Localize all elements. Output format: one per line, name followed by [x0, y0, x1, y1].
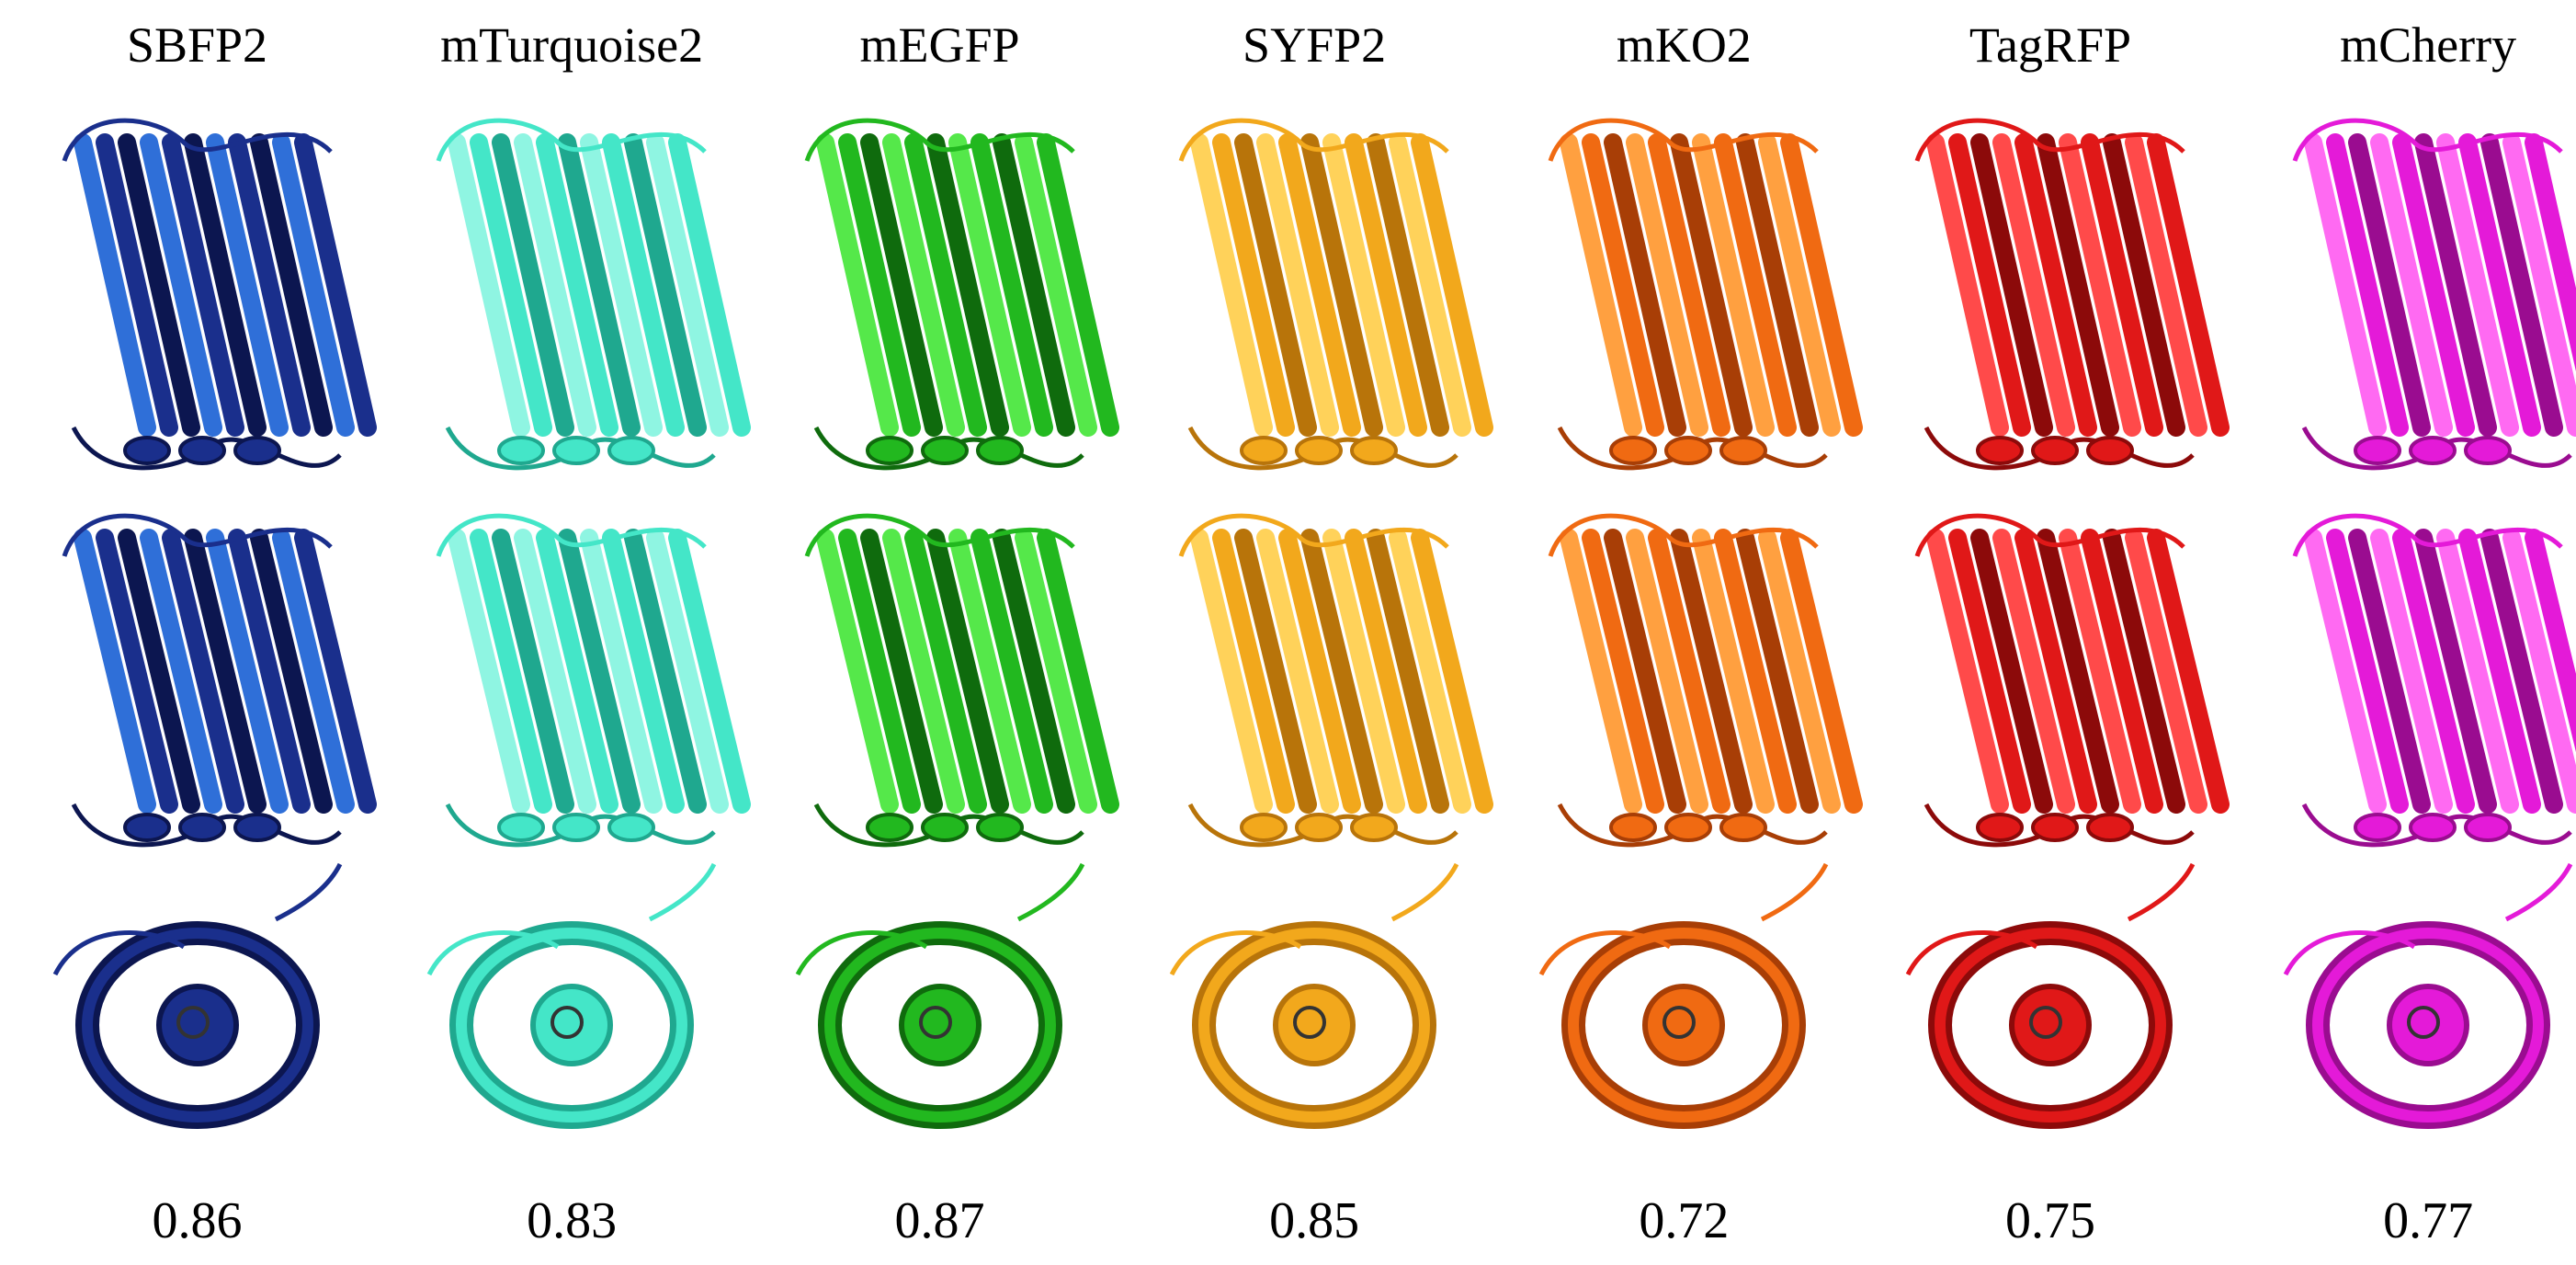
protein-score: 0.72	[1639, 1192, 1730, 1249]
structure-top-view	[1905, 862, 2196, 1129]
protein-name: SYFP2	[1243, 17, 1387, 73]
structure-side-view-rotated	[2292, 513, 2576, 848]
structure-side-view-rotated	[62, 513, 377, 848]
protein-column: mTurquoise2 0.83	[388, 0, 755, 1265]
structure-side-view-rotated	[1178, 513, 1494, 848]
protein-name: mCherry	[2340, 17, 2517, 73]
structure-side-view	[804, 118, 1119, 471]
structure-side-view	[1178, 118, 1494, 471]
structure-side-view	[1914, 118, 2230, 471]
protein-column: TagRFP 0.75	[1867, 0, 2234, 1265]
protein-column: SBFP2 0.86	[14, 0, 381, 1265]
protein-score: 0.86	[152, 1192, 243, 1249]
protein-score: 0.85	[1269, 1192, 1360, 1249]
protein-column: mCherry 0.77	[2244, 0, 2576, 1265]
structure-side-view	[436, 118, 752, 471]
protein-name: mKO2	[1616, 17, 1752, 73]
structure-top-view	[2283, 862, 2573, 1129]
protein-name: SBFP2	[126, 17, 268, 73]
protein-name: mEGFP	[859, 17, 1020, 73]
protein-name: TagRFP	[1969, 17, 2132, 73]
structure-top-view	[1169, 862, 1459, 1129]
protein-column: SYFP2 0.85	[1130, 0, 1498, 1265]
structure-top-view	[795, 862, 1084, 1129]
structure-side-view-rotated	[1914, 513, 2230, 848]
structure-side-view-rotated	[436, 513, 752, 848]
protein-column: mKO2 0.72	[1500, 0, 1867, 1265]
protein-name: mTurquoise2	[440, 17, 704, 73]
protein-score: 0.87	[894, 1192, 985, 1249]
protein-score: 0.77	[2383, 1192, 2474, 1249]
structure-top-view	[426, 862, 717, 1129]
structure-side-view	[1548, 118, 1864, 471]
structure-top-view	[52, 862, 342, 1129]
structure-side-view	[62, 118, 377, 471]
protein-score: 0.83	[527, 1192, 618, 1249]
protein-score: 0.75	[2004, 1192, 2095, 1249]
structure-side-view-rotated	[1548, 513, 1864, 848]
protein-column: mEGFP 0.87	[756, 0, 1124, 1265]
structure-top-view	[1539, 862, 1829, 1129]
structure-side-view-rotated	[804, 513, 1119, 848]
structure-side-view	[2292, 118, 2576, 471]
